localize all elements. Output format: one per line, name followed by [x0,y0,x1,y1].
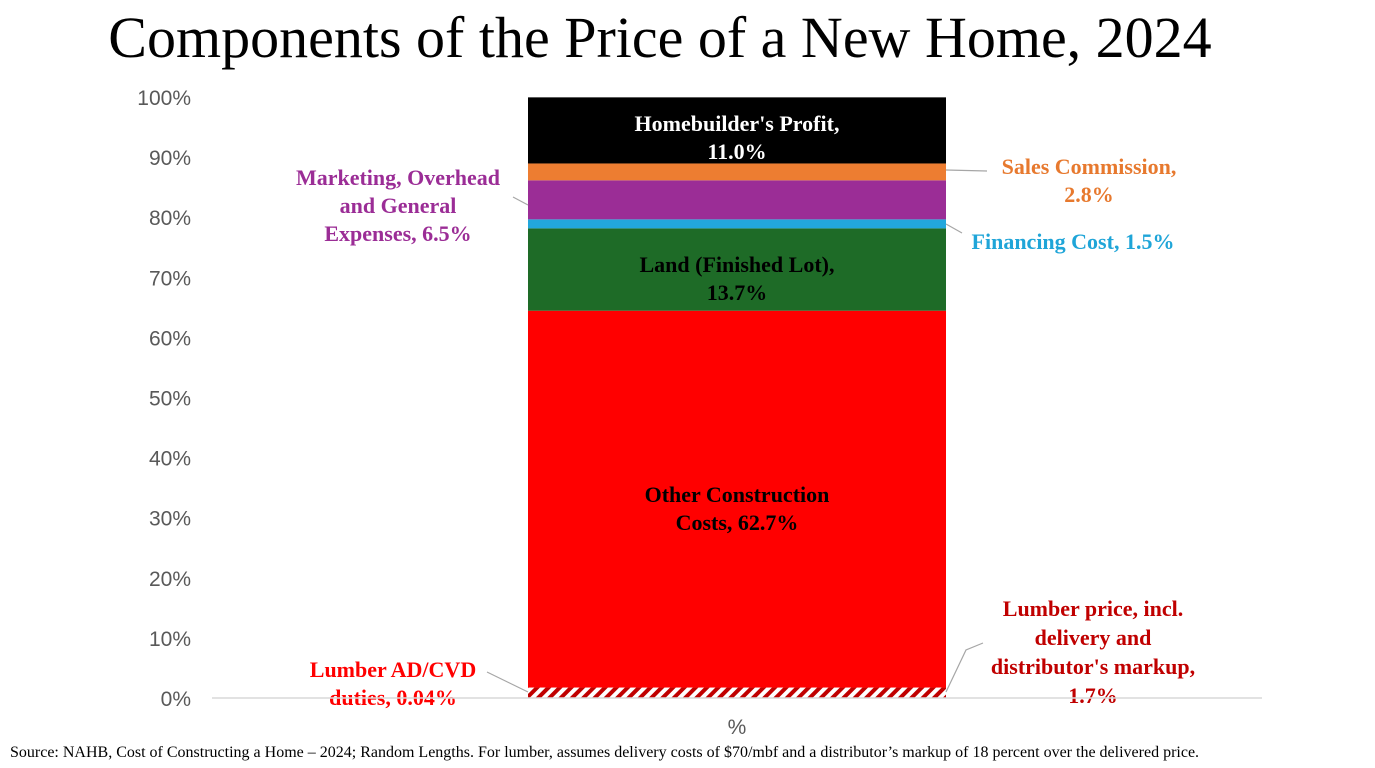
x-axis: % [212,697,1262,739]
y-tick-label: 10% [149,628,191,651]
leader-line-financing [945,223,963,234]
data-label-marketing_overhead: Expenses, 6.5% [324,221,471,246]
data-label-lumber_price: distributor's markup, [991,654,1195,679]
y-axis: 0% 10% 20% 30% 40% 50% 60% 70% 80% 90% 100% [137,87,191,711]
source-note: Source: NAHB, Cost of Constructing a Hom… [10,744,1200,761]
bar-segment-sales_commission [528,163,946,181]
data-label-lumber_duties: Lumber AD/CVD [310,657,476,682]
data-label-sales_commission: 2.8% [1064,182,1114,207]
y-tick-label: 0% [161,688,191,711]
leader-lines [486,169,988,693]
bar-segments [528,97,946,699]
data-label-homebuilder_profit: Homebuilder's Profit, [635,111,840,136]
y-tick-label: 40% [149,448,191,471]
y-tick-label: 50% [149,388,191,411]
data-label-sales_commission: Sales Commission, [1002,154,1177,179]
data-label-marketing_overhead: Marketing, Overhead [296,165,500,190]
data-label-other_construction: Costs, 62.7% [676,510,799,535]
bar-segment-marketing_overhead [528,180,946,220]
y-tick-label: 80% [149,207,191,230]
y-tick-label: 20% [149,568,191,591]
y-tick-label: 70% [149,267,191,290]
bar-segment-lumber_price [528,687,946,698]
bar-segment-other_construction [528,310,946,688]
data-label-lumber_price: delivery and [1035,625,1152,650]
bar-segment-land [528,228,946,311]
data-label-marketing_overhead: and General [340,193,457,218]
data-label-land: Land (Finished Lot), [640,252,835,277]
y-tick-label: 90% [149,147,191,170]
x-category-label: % [728,716,747,739]
y-tick-label: 30% [149,508,191,531]
data-label-lumber_price: Lumber price, incl. [1003,596,1183,621]
leader-line-lumber_duties [486,671,529,693]
data-label-financing: Financing Cost, 1.5% [972,229,1175,254]
y-tick-label: 60% [149,327,191,350]
data-label-land: 13.7% [707,280,768,305]
bar-segment-financing [528,219,946,229]
data-label-lumber_price: 1.7% [1068,683,1118,708]
data-label-homebuilder_profit: 11.0% [707,139,766,164]
y-tick-label: 100% [137,87,191,110]
data-label-other_construction: Other Construction [645,482,830,507]
leader-line-lumber_price [945,642,984,693]
leader-line-marketing_overhead [512,196,529,206]
leader-line-sales_commission [945,169,988,172]
bar-segment-homebuilder_profit [528,97,946,164]
chart-title: Components of the Price of a New Home, 2… [108,5,1212,70]
